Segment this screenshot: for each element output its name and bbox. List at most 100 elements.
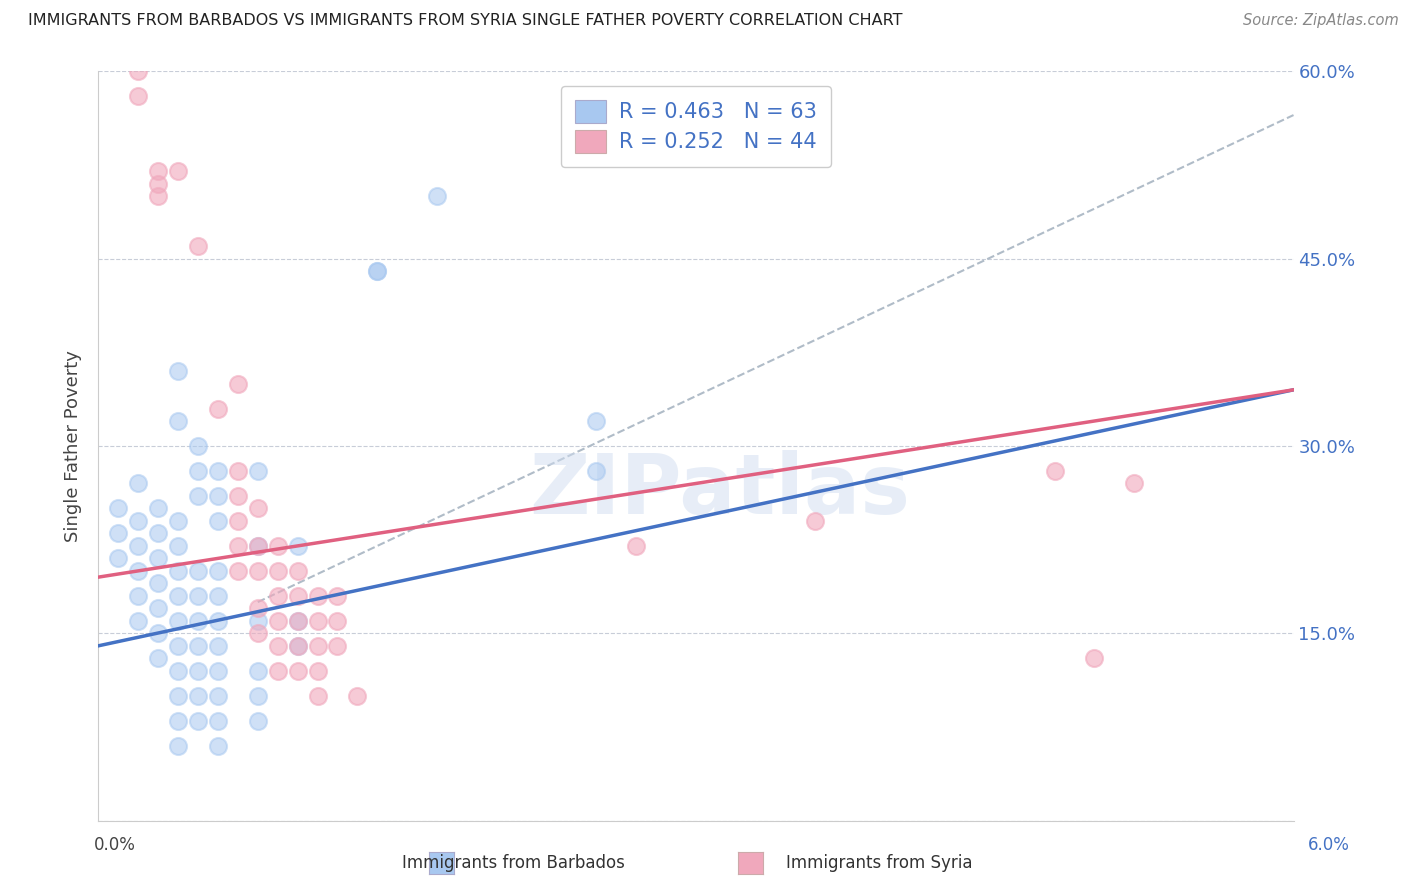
Point [187,589,209,603]
Point [148,164,170,178]
Point [148,651,170,665]
Point [307,689,329,703]
Point [246,501,269,516]
Point [426,189,449,203]
Point [127,614,149,628]
Text: Immigrants from Syria: Immigrants from Syria [786,854,972,871]
Point [148,177,170,191]
Legend: R = 0.463   N = 63, R = 0.252   N = 44: R = 0.463 N = 63, R = 0.252 N = 44 [561,86,831,168]
Point [246,564,269,578]
Point [127,64,149,78]
Point [307,614,329,628]
Point [226,514,249,528]
Point [626,539,648,553]
Point [207,464,229,478]
Point [167,589,190,603]
Point [167,164,190,178]
Point [246,464,269,478]
Point [148,501,170,516]
Point [207,401,229,416]
Point [267,664,290,678]
Point [287,639,309,653]
Text: 0.0%: 0.0% [94,836,136,854]
Point [187,614,209,628]
Point [167,564,190,578]
Point [167,639,190,653]
Point [148,526,170,541]
Point [1123,476,1146,491]
Point [187,639,209,653]
Point [107,551,129,566]
Point [167,414,190,428]
Point [585,414,607,428]
Point [167,364,190,378]
Y-axis label: Single Father Poverty: Single Father Poverty [65,350,83,542]
Point [246,539,269,553]
Point [267,639,290,653]
Point [287,639,309,653]
Point [207,714,229,728]
Point [267,614,290,628]
Point [148,551,170,566]
Point [127,476,149,491]
Point [267,539,290,553]
Point [226,489,249,503]
Point [127,89,149,103]
Point [167,614,190,628]
Point [167,739,190,753]
Point [246,664,269,678]
Point [187,239,209,253]
Point [187,564,209,578]
Point [148,626,170,640]
Point [187,489,209,503]
Point [148,189,170,203]
Point [287,614,309,628]
Point [226,564,249,578]
Point [167,689,190,703]
Point [246,539,269,553]
Point [148,576,170,591]
Point [287,664,309,678]
Point [307,664,329,678]
Point [366,264,388,278]
Point [207,739,229,753]
Point [226,376,249,391]
Point [267,589,290,603]
Point [167,664,190,678]
Point [246,601,269,615]
Point [246,614,269,628]
Point [167,539,190,553]
Point [287,589,309,603]
Point [127,514,149,528]
Point [127,564,149,578]
Text: IMMIGRANTS FROM BARBADOS VS IMMIGRANTS FROM SYRIA SINGLE FATHER POVERTY CORRELAT: IMMIGRANTS FROM BARBADOS VS IMMIGRANTS F… [28,13,903,29]
Point [267,564,290,578]
Point [246,714,269,728]
Point [207,489,229,503]
Point [366,264,388,278]
Point [346,689,368,703]
Text: Source: ZipAtlas.com: Source: ZipAtlas.com [1243,13,1399,29]
Point [187,664,209,678]
Point [307,639,329,653]
Point [246,689,269,703]
Point [127,539,149,553]
Point [127,589,149,603]
Point [187,464,209,478]
Text: 6.0%: 6.0% [1308,836,1350,854]
Point [207,514,229,528]
Point [585,464,607,478]
Text: Immigrants from Barbados: Immigrants from Barbados [402,854,624,871]
Point [287,614,309,628]
Point [107,526,129,541]
Point [207,689,229,703]
Point [167,714,190,728]
Point [307,589,329,603]
Point [187,689,209,703]
Point [187,439,209,453]
Point [167,514,190,528]
Point [287,539,309,553]
Point [148,601,170,615]
Point [207,664,229,678]
Point [804,514,827,528]
